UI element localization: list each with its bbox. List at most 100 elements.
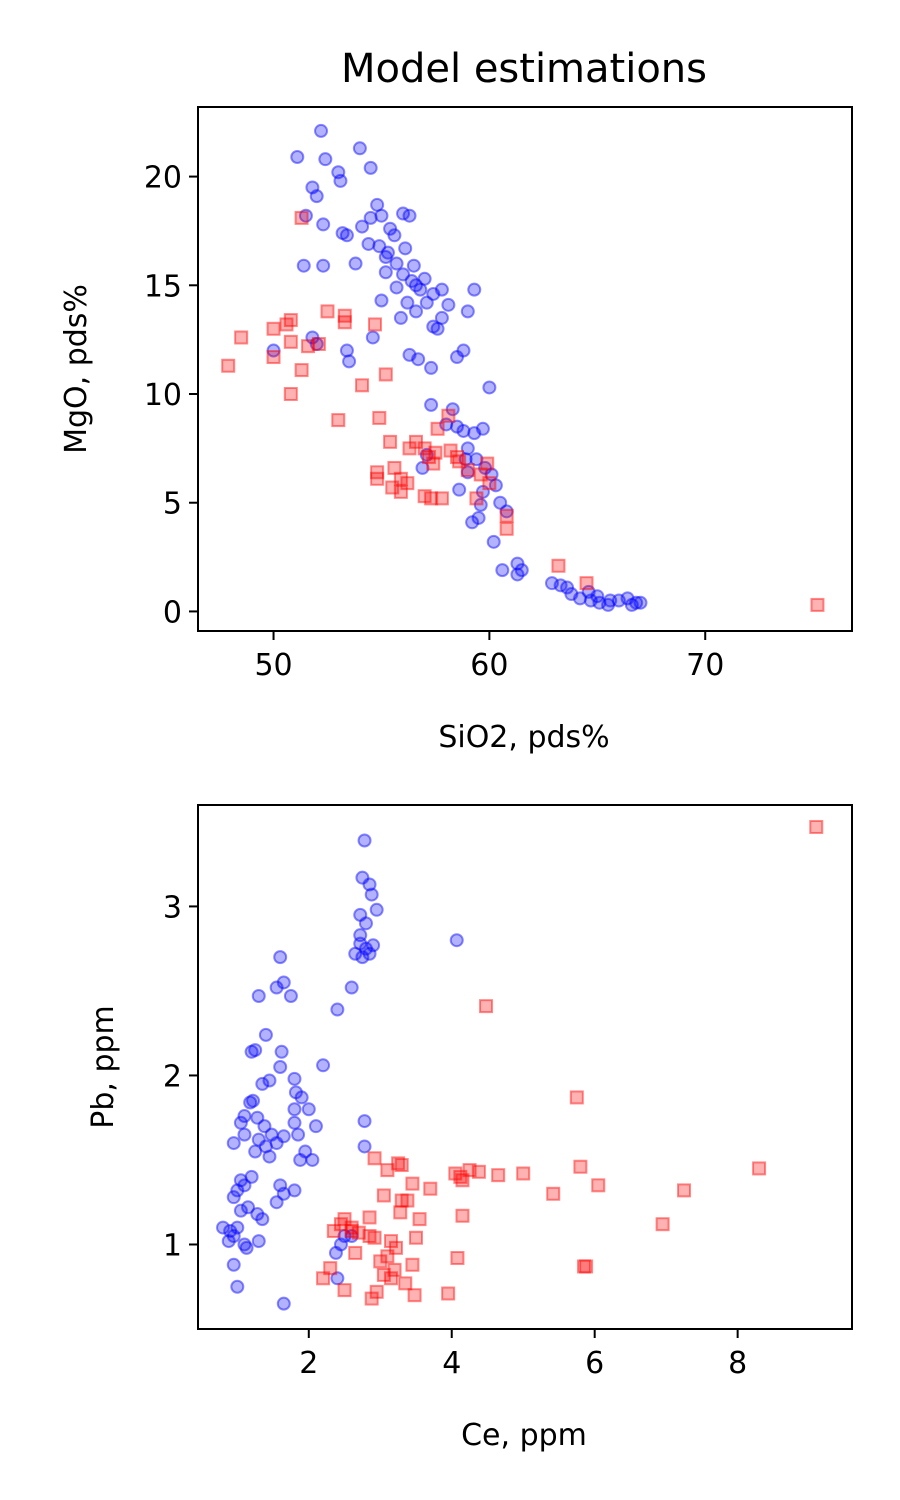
data-point (396, 1159, 408, 1171)
plot-points (217, 821, 822, 1310)
data-point (409, 1289, 421, 1301)
series-red-squares (317, 821, 822, 1305)
data-point (334, 175, 346, 187)
data-point (425, 399, 437, 411)
data-point (228, 1230, 240, 1242)
x-axis-label: Ce, ppm (461, 1418, 587, 1453)
data-point (317, 260, 329, 272)
y-tick-label: 5 (163, 487, 182, 522)
data-point (462, 464, 474, 476)
data-point (380, 266, 392, 278)
data-point (319, 153, 331, 165)
data-point (311, 190, 323, 202)
data-point (291, 151, 303, 163)
data-point (268, 351, 280, 363)
data-point (371, 904, 383, 916)
x-tick-label: 70 (686, 648, 724, 683)
y-axis-label: Pb, ppm (86, 1005, 121, 1129)
data-point (278, 1130, 290, 1142)
data-point (228, 1137, 240, 1149)
data-point (367, 939, 379, 951)
data-point (346, 982, 358, 994)
series-red-squares (222, 212, 823, 611)
data-point (360, 917, 372, 929)
data-point (317, 218, 329, 230)
data-point (496, 564, 508, 576)
data-point (285, 990, 297, 1002)
data-point (349, 1247, 361, 1259)
data-point (384, 223, 396, 235)
data-point (339, 1284, 351, 1296)
data-point (238, 1129, 250, 1141)
data-point (310, 1120, 322, 1132)
data-point (581, 577, 593, 589)
data-point (385, 1272, 397, 1284)
data-point (424, 1183, 436, 1195)
data-point (365, 162, 377, 174)
data-point (406, 1178, 418, 1190)
data-point (483, 381, 495, 393)
chart-ce-pb: 2 4 6 8123 Ce, ppm Pb, ppm (86, 805, 852, 1453)
data-point (517, 1167, 529, 1179)
data-point (481, 458, 493, 470)
data-point (231, 1281, 243, 1293)
data-point (492, 1169, 504, 1181)
data-point (313, 338, 325, 350)
data-point (271, 1196, 283, 1208)
data-point (380, 368, 392, 380)
x-tick-label: 2 (299, 1346, 318, 1381)
data-point (406, 1259, 418, 1271)
data-point (552, 560, 564, 572)
chart-sio2-mgo: Model estimations 50 60 7005101520 SiO2, p… (59, 46, 852, 755)
data-point (547, 1188, 559, 1200)
data-point (369, 1152, 381, 1164)
data-point (296, 364, 308, 376)
data-point (574, 1161, 586, 1173)
data-point (375, 295, 387, 307)
data-point (399, 242, 411, 254)
data-point (246, 1046, 258, 1058)
data-point (288, 1184, 300, 1196)
data-point (456, 1210, 468, 1222)
data-point (332, 414, 344, 426)
data-point (298, 260, 310, 272)
data-point (241, 1242, 253, 1254)
data-point (451, 1252, 463, 1264)
y-tick-label: 1 (163, 1228, 182, 1263)
data-point (436, 284, 448, 296)
data-point (436, 492, 448, 504)
data-point (811, 599, 823, 611)
data-point (331, 1004, 343, 1016)
data-point (410, 305, 422, 317)
plot-frame (198, 805, 852, 1329)
data-point (810, 821, 822, 833)
data-point (561, 582, 573, 594)
data-point (468, 284, 480, 296)
data-point (374, 1255, 386, 1267)
data-point (350, 258, 362, 270)
data-point (278, 1298, 290, 1310)
data-point (246, 1171, 258, 1183)
y-tick-label: 2 (163, 1059, 182, 1094)
data-point (427, 458, 439, 470)
y-tick-label: 0 (163, 595, 182, 630)
data-point (604, 595, 616, 607)
x-tick-label: 8 (728, 1346, 747, 1381)
y-tick-label: 3 (163, 890, 182, 925)
data-point (366, 889, 378, 901)
data-point (359, 1115, 371, 1127)
data-point (462, 305, 474, 317)
data-point (317, 1059, 329, 1071)
data-point (354, 142, 366, 154)
data-point (253, 990, 265, 1002)
data-point (421, 297, 433, 309)
data-point (306, 1154, 318, 1166)
data-point (356, 379, 368, 391)
data-point (369, 318, 381, 330)
plot-points (222, 125, 823, 611)
data-point (571, 1091, 583, 1103)
data-point (253, 1235, 265, 1247)
y-tick-label: 10 (144, 378, 182, 413)
y-axis-label: MgO, pds% (59, 284, 94, 454)
data-point (477, 423, 489, 435)
